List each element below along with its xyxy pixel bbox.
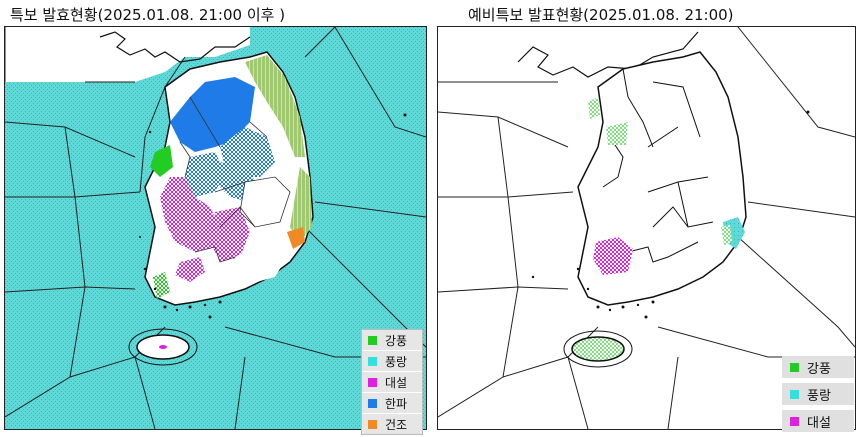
dry-region: [287, 227, 305, 249]
snow-swatch: [790, 416, 799, 426]
legend-item-wind-wave: 풍랑: [362, 351, 422, 372]
legend-item-wind: 강풍: [362, 330, 422, 351]
wind-wave-swatch: [790, 389, 799, 399]
heavy-snow-region: [160, 177, 220, 252]
right-legend: 강풍 풍랑 대설: [782, 356, 854, 437]
left-panel-title: 특보 발효현황(2025.01.08. 21:00 이후 ): [10, 6, 286, 24]
strong-wind-region: [721, 225, 732, 245]
legend-item-wind: 강풍: [782, 356, 854, 378]
legend-item-cold: 한파: [362, 393, 422, 414]
dry-swatch: [368, 419, 377, 429]
legend-item-snow: 대설: [362, 372, 422, 393]
cold-swatch: [368, 398, 377, 408]
legend-item-wind-wave: 풍랑: [782, 383, 854, 405]
legend-item-snow: 대설: [782, 410, 854, 432]
legend-item-dry: 건조: [362, 414, 422, 434]
jeju-island: [571, 336, 625, 362]
left-legend: 강풍 풍랑 대설 한파 건조: [361, 329, 423, 435]
right-panel-title: 예비특보 발표현황(2025.01.08. 21:00): [468, 6, 734, 24]
wind-swatch: [790, 362, 799, 372]
current-warnings-map[interactable]: [4, 26, 427, 430]
wind-swatch: [368, 335, 377, 345]
heavy-snow-region: [593, 237, 633, 275]
snow-swatch: [368, 377, 377, 387]
strong-wind-region: [150, 145, 173, 177]
wind-wave-swatch: [368, 356, 377, 366]
cold-wave-region: [170, 77, 255, 152]
